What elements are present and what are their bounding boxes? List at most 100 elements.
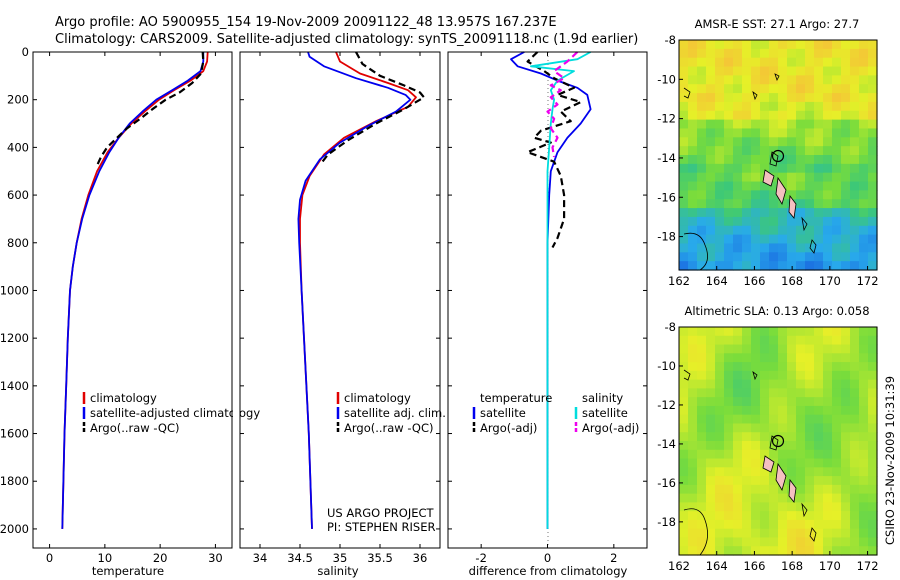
heatmap-cell [751,458,761,468]
heatmap-cell [679,75,689,85]
heatmap-cell [787,370,797,381]
heatmap-cell [697,190,707,200]
heatmap-cell [841,84,851,94]
coastline-island [801,502,808,518]
heatmap-cell [715,93,725,103]
heatmap-cell [751,423,761,433]
heatmap-cell [787,353,797,363]
heatmap-cell [706,57,716,68]
heatmap-cell [823,252,833,262]
heatmap-cell [706,66,716,76]
heatmap-cell [823,414,833,425]
heatmap-cell [760,119,770,130]
heatmap-cell [814,432,824,442]
heatmap-cell [742,208,752,218]
heatmap-cell [715,66,725,76]
heatmap-cell [787,93,797,103]
heatmap-cell [868,234,878,245]
heatmap-cell [733,397,743,407]
coastline-island [762,169,775,187]
heatmap-cell [706,84,716,94]
heatmap-cell [724,128,734,138]
legend-label-temp-argo: Argo(-adj) [480,421,537,435]
heatmap-cell [778,48,788,59]
heatmap-cell [688,234,698,245]
heatmap-cell [715,137,725,147]
heatmap-cell [688,252,698,262]
heatmap-cell [832,216,842,227]
sla-map-panel: Altimetric SLA: 0.13 Argo: 0.058 162 164 1… [657,304,878,573]
heatmap-cell [814,75,824,85]
heatmap-cell [715,119,725,130]
heatmap-cell [841,199,851,209]
heatmap-cell [742,146,752,156]
heatmap-cell [751,40,761,50]
heatmap-cell [706,208,716,218]
heatmap-cell [805,57,815,68]
heatmap-cell [760,327,770,337]
coastline-island [809,527,817,542]
heatmap-cell [868,370,878,381]
heatmap-cell [706,163,716,174]
heatmap-cell [868,190,878,200]
heatmap-cell [679,511,689,521]
heatmap-cell [751,48,761,59]
heatmap-cell [751,75,761,85]
heatmap-cell [787,344,797,354]
heatmap-cell [733,57,743,68]
heatmap-cell [760,353,770,363]
heatmap-cell [733,40,743,50]
heatmap-cell [760,93,770,103]
heatmap-cell [742,458,752,468]
heatmap-cell [787,261,797,271]
heatmap-cell [724,75,734,85]
heatmap-cell [850,414,860,425]
heatmap-cell [733,110,743,121]
heatmap-cell [706,344,716,354]
heatmap-cell [841,423,851,433]
heatmap-cell [697,163,707,174]
temperature-panel: 0 200 400 600 800 1000 1200 1400 1600 1800 2000 0 1… [0,45,260,578]
heatmap-cell [814,335,824,346]
sst-y-ticks: -8 -10 -12 -14 -16 -18 [657,33,683,244]
heatmap-cell [787,48,797,59]
heatmap-cell [796,519,806,530]
heatmap-cell [850,528,860,539]
heatmap-cell [679,119,689,130]
heatmap-cell [697,84,707,94]
heatmap-cell [778,216,788,227]
x-tick-label: 2 [610,551,617,565]
legend-label-satellite: satellite-adjusted climatology [90,406,260,420]
heatmap-cell [796,181,806,191]
heatmap-cell [760,101,770,112]
heatmap-cell [760,414,770,425]
heatmap-cell [697,172,707,183]
heatmap-cell [742,379,752,389]
heatmap-cell [769,163,779,174]
x-tick-label: 166 [743,559,765,573]
heatmap-cell [778,40,788,50]
heatmap-cell [760,225,770,236]
heatmap-cell [733,467,743,477]
sla-y-ticks: -8 -10 -12 -14 -16 -18 [657,320,683,529]
heatmap-cell [787,163,797,174]
y-tick-label: 1200 [0,331,29,345]
heatmap-cell [715,405,725,416]
heatmap-cell [688,119,698,130]
heatmap-cell [823,84,833,94]
heatmap-cell [796,423,806,433]
heatmap-cell [715,190,725,200]
heatmap-cell [688,537,698,547]
heatmap-cell [805,511,815,521]
heatmap-cell [751,335,761,346]
heatmap-cell [832,537,842,547]
heatmap-cell [733,190,743,200]
heatmap-cell [742,484,752,495]
heatmap-cell [751,511,761,521]
heatmap-cell [751,66,761,76]
heatmap-cell [751,397,761,407]
heatmap-cell [841,388,851,398]
heatmap-cell [823,101,833,112]
heatmap-cell [868,101,878,112]
heatmap-cell [823,146,833,156]
